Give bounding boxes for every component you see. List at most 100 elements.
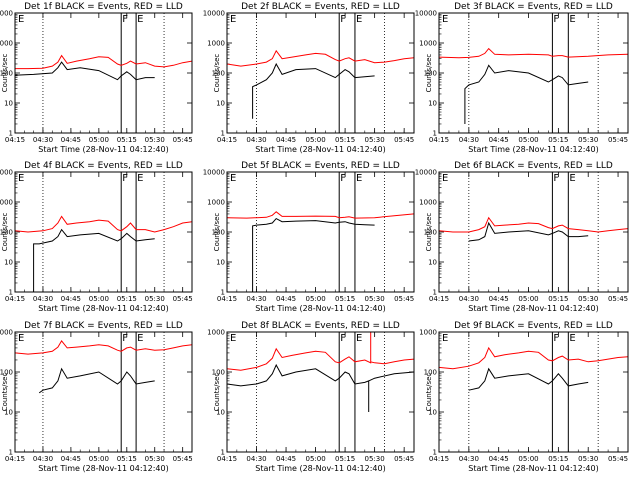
x-tick-label: 05:15 <box>117 455 137 463</box>
chart-title: Det 5f BLACK = Events, RED = LLD <box>241 161 400 171</box>
chart-panel-9: Det 9f BLACK = Events, RED = LLD Counts/s… <box>419 321 629 473</box>
x-tick-label: 04:45 <box>61 455 81 463</box>
series-lld-red <box>227 332 414 371</box>
x-tick-label: 04:45 <box>276 455 296 463</box>
chart-title: Det 4f BLACK = Events, RED = LLD <box>24 161 183 171</box>
series-events-black <box>15 61 155 81</box>
x-tick-label: 04:45 <box>489 295 509 303</box>
y-tick-label: 1000 <box>0 199 13 207</box>
x-tick-label: 05:15 <box>335 295 355 303</box>
chart-title: Det 1f BLACK = Events, RED = LLD <box>24 2 183 12</box>
x-tick-label: 05:45 <box>608 295 628 303</box>
y-tick-label: 10 <box>216 100 225 108</box>
series-lld-red <box>227 49 414 67</box>
series-events-black <box>227 363 414 412</box>
y-axis-label: Counts/sec <box>213 373 221 412</box>
y-tick-label: 1 <box>433 130 437 138</box>
series-lld-red <box>439 216 628 233</box>
chart-title: Det 8f BLACK = Events, RED = LLD <box>241 321 400 331</box>
marker-label: F <box>553 14 559 25</box>
x-tick-label: 04:15 <box>5 136 25 144</box>
y-tick-label: 10 <box>4 100 13 108</box>
marker-label: E <box>356 333 362 344</box>
y-tick-label: 10 <box>4 409 13 417</box>
chart-panel-7: Det 7f BLACK = Events, RED = LLD Counts/s… <box>0 321 193 473</box>
y-tick-label: 1 <box>221 449 225 457</box>
marker-label: F <box>122 333 128 344</box>
x-tick-label: 05:45 <box>394 136 414 144</box>
chart-panel-4: Det 4f BLACK = Events, RED = LLD Counts/s… <box>0 161 193 313</box>
y-tick-label: 100 <box>424 70 437 78</box>
y-axis-label: Counts/sec <box>213 54 221 93</box>
y-tick-label: 10000 <box>0 169 13 177</box>
marker-label: F <box>340 173 346 184</box>
marker-label: E <box>18 333 24 344</box>
y-tick-label: 10 <box>4 259 13 267</box>
y-axis-label: Counts/sec <box>1 373 9 412</box>
marker-label: E <box>230 14 236 25</box>
y-tick-label: 10 <box>216 409 225 417</box>
x-tick-label: 04:15 <box>217 295 237 303</box>
x-tick-label: 04:15 <box>217 136 237 144</box>
x-tick-label: 04:45 <box>61 295 81 303</box>
x-tick-label: 04:15 <box>429 455 449 463</box>
x-axis-label: Start Time (28-Nov-11 04:12:40) <box>255 464 385 473</box>
marker-label: F <box>122 173 128 184</box>
series-lld-red <box>15 215 192 233</box>
chart-title: Det 9f BLACK = Events, RED = LLD <box>454 321 613 331</box>
series-events-black <box>38 367 155 394</box>
x-axis-label: Start Time (28-Nov-11 04:12:40) <box>468 464 598 473</box>
x-tick-label: 05:00 <box>305 455 325 463</box>
y-tick-label: 100 <box>212 70 225 78</box>
x-axis-label: Start Time (28-Nov-11 04:12:40) <box>255 145 385 154</box>
x-tick-label: 05:45 <box>173 136 193 144</box>
plot-frame <box>14 12 193 134</box>
y-tick-label: 1 <box>433 289 437 297</box>
y-tick-label: 10 <box>216 259 225 267</box>
y-axis-label: Counts/sec <box>425 54 433 93</box>
marker-label: F <box>553 173 559 184</box>
x-tick-label: 04:30 <box>33 455 53 463</box>
x-tick-label: 05:15 <box>117 136 137 144</box>
x-tick-label: 05:30 <box>578 136 598 144</box>
x-tick-label: 05:00 <box>89 136 109 144</box>
y-axis-label: Counts/sec <box>213 213 221 252</box>
y-axis-label: Counts/sec <box>425 213 433 252</box>
chart-title: Det 6f BLACK = Events, RED = LLD <box>454 161 613 171</box>
series-events-black <box>468 221 589 242</box>
x-tick-label: 05:15 <box>548 136 568 144</box>
x-tick-label: 04:30 <box>459 136 479 144</box>
x-tick-label: 05:00 <box>518 136 538 144</box>
marker-label: E <box>137 333 143 344</box>
series-lld-red <box>15 54 192 70</box>
y-tick-label: 10 <box>428 409 437 417</box>
x-axis-label: Start Time (28-Nov-11 04:12:40) <box>468 145 598 154</box>
x-tick-label: 05:15 <box>335 455 355 463</box>
y-tick-label: 1000 <box>0 40 13 48</box>
chart-panel-2: Det 2f BLACK = Events, RED = LLD Counts/s… <box>203 2 415 154</box>
y-tick-label: 100 <box>424 369 437 377</box>
x-tick-label: 05:00 <box>518 455 538 463</box>
x-tick-label: 04:30 <box>33 136 53 144</box>
x-tick-label: 05:15 <box>117 295 137 303</box>
plot-frame <box>438 12 629 134</box>
x-axis-label: Start Time (28-Nov-11 04:12:40) <box>468 304 598 313</box>
series-lld-red <box>227 211 414 219</box>
series-events-black <box>33 228 155 292</box>
x-tick-label: 05:30 <box>578 295 598 303</box>
y-tick-label: 1 <box>9 130 13 138</box>
x-tick-label: 04:45 <box>276 136 296 144</box>
x-tick-label: 04:15 <box>429 295 449 303</box>
series-events-black <box>252 62 375 119</box>
chart-title: Det 3f BLACK = Events, RED = LLD <box>454 2 613 12</box>
y-axis-label: Counts/sec <box>1 213 9 252</box>
marker-label: F <box>122 14 128 25</box>
marker-label: E <box>137 173 143 184</box>
x-tick-label: 05:15 <box>548 455 568 463</box>
y-tick-label: 100 <box>424 229 437 237</box>
y-tick-label: 10 <box>428 259 437 267</box>
y-tick-label: 10000 <box>415 10 437 18</box>
plot-frame <box>438 171 629 293</box>
y-tick-label: 100 <box>212 229 225 237</box>
y-tick-label: 1000 <box>0 329 13 337</box>
